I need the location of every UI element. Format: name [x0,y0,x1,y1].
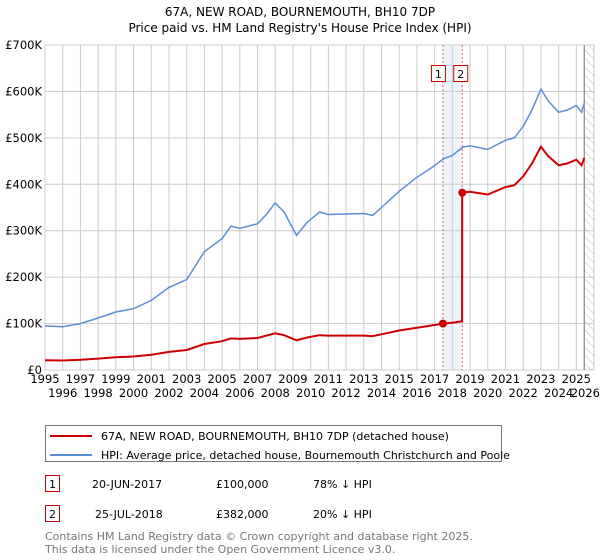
x-tick-label: 2011 [314,372,343,386]
x-tick-label: 2015 [385,372,414,386]
transaction-badge: 2 [49,508,56,521]
x-tick-label: 2024 [544,386,573,400]
x-tick-label: 1997 [66,372,95,386]
transaction-hpi: 20% ↓ HPI [313,508,372,521]
x-tick-label: 2009 [278,372,307,386]
legend [45,425,502,462]
forecast-hatch [584,45,594,370]
transaction-hpi: 78% ↓ HPI [313,478,372,491]
x-tick-label: 2018 [438,386,467,400]
sale-flag-label: 2 [457,68,464,81]
x-tick-label: 2012 [331,386,360,400]
transaction-badge: 1 [49,478,56,491]
x-tick-label: 2003 [172,372,201,386]
y-tick-label: £700K [5,38,42,52]
x-tick-label: 2007 [243,372,272,386]
x-tick-label: 1998 [83,386,112,400]
sale-flag-label: 1 [435,68,442,81]
x-tick-label: 2008 [261,386,290,400]
legend-label-hpi: HPI: Average price, detached house, Bour… [101,449,510,462]
y-tick-label: £100K [5,317,42,331]
y-tick-label: £200K [5,270,42,284]
x-tick-label: 2021 [491,372,520,386]
transaction-price: £382,000 [216,508,269,521]
x-tick-label: 2022 [509,386,538,400]
x-tick-label: 2001 [137,372,166,386]
y-tick-label: £400K [5,177,42,191]
legend-label-property: 67A, NEW ROAD, BOURNEMOUTH, BH10 7DP (de… [101,430,449,443]
x-tick-label: 2019 [455,372,484,386]
transaction-date: 25-JUL-2018 [95,508,163,521]
sale-point [458,188,467,197]
x-tick-label: 2010 [296,386,325,400]
transaction-row: 1 20-JUN-2017 £100,000 78% ↓ HPI [45,475,372,492]
property-price-line [44,144,586,362]
x-tick-label: 2023 [526,372,555,386]
y-tick-label: £600K [5,84,42,98]
x-tick-label: 1996 [48,386,77,400]
x-tick-label: 2026 [571,386,600,400]
y-tick-label: £500K [5,131,42,145]
x-tick-label: 2005 [207,372,236,386]
transaction-date: 20-JUN-2017 [92,478,162,491]
x-tick-label: 2014 [367,386,396,400]
x-tick-label: 2017 [420,372,449,386]
x-tick-label: 1995 [30,372,59,386]
x-tick-label: 2006 [225,386,254,400]
x-tick-label: 1999 [101,372,130,386]
x-tick-label: 2016 [402,386,431,400]
transaction-price: £100,000 [216,478,269,491]
transaction-row: 2 25-JUL-2018 £382,000 20% ↓ HPI [45,505,372,522]
y-tick-label: £0 [27,363,42,377]
footer-copyright: Contains HM Land Registry data © Crown c… [45,530,473,543]
x-tick-label: 2013 [349,372,378,386]
sale-point [438,319,447,328]
hpi-line [44,87,586,328]
chart-subtitle: Price paid vs. HM Land Registry's House … [128,21,471,35]
footer-licence: This data is licensed under the Open Gov… [44,543,395,556]
x-tick-label: 2002 [154,386,183,400]
x-tick-label: 2020 [473,386,502,400]
x-tick-label: 2025 [562,372,591,386]
sale-flag [453,65,469,82]
x-tick-label: 2004 [190,386,219,400]
sale-flag [430,65,446,82]
chart-title: 67A, NEW ROAD, BOURNEMOUTH, BH10 7DP [165,5,435,19]
y-tick-label: £300K [5,224,42,238]
x-tick-label: 2000 [119,386,148,400]
